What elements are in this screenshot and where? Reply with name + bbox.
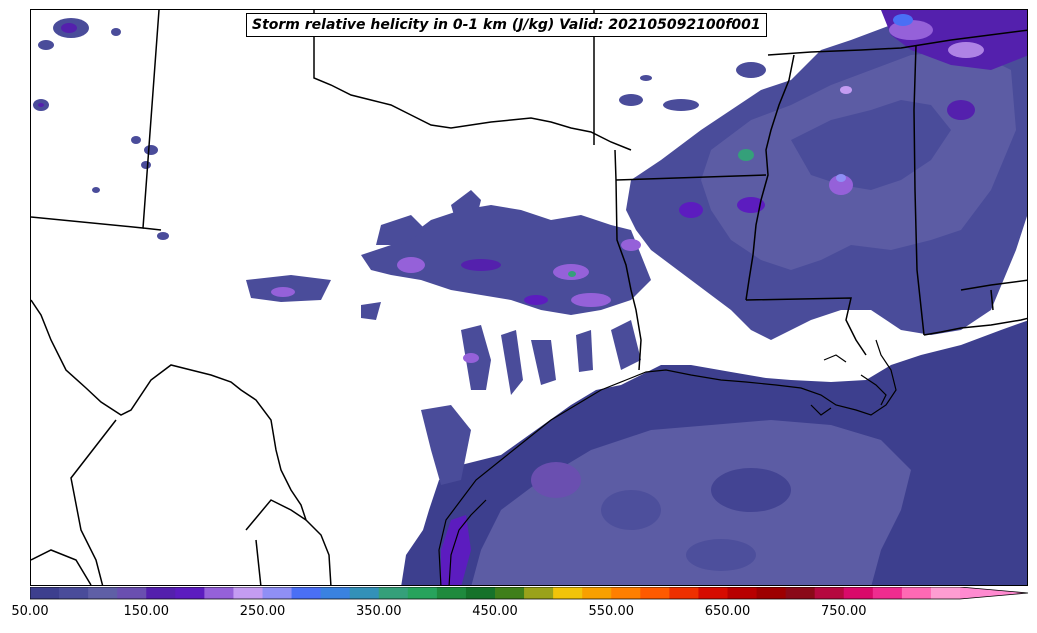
colorbar-swatch: [901, 587, 932, 599]
colorbar-swatch: [640, 587, 670, 599]
gulf-helicity-inner: [471, 420, 911, 585]
colorbar-tick-label: 50.00: [11, 604, 49, 619]
colorbar-swatch: [59, 587, 89, 599]
colorbar-swatch: [378, 587, 409, 599]
colorbar-swatch: [785, 587, 816, 599]
colorbar-tick-label: 350.00: [356, 604, 402, 619]
colorbar-swatch: [436, 587, 467, 599]
colorbar-swatch: [320, 587, 351, 599]
gulf-helicity-core: [441, 515, 471, 585]
colorbar-tick-label: 550.00: [588, 604, 635, 619]
colorbar-swatch: [117, 587, 147, 599]
colorbar-tick-label: 150.00: [123, 604, 170, 619]
political-boundaries: [31, 10, 1027, 585]
gulf-purple-blob: [531, 462, 581, 498]
coastline: [438, 339, 897, 585]
colorbar-swatch: [814, 587, 845, 599]
colorbar-tick-label: 250.00: [239, 604, 286, 619]
colorbar: [30, 587, 1029, 600]
colorbar-swatch: [291, 587, 322, 599]
colorbar-swatch: [349, 587, 380, 599]
colorbar-swatch: [175, 587, 205, 599]
colorbar-swatch: [407, 587, 438, 599]
colorbar-swatch: [262, 587, 293, 599]
colorbar-swatch: [611, 587, 641, 599]
colorbar-extend-arrow: [960, 587, 1028, 599]
colorbar-tick-label: 750.00: [821, 604, 867, 619]
colorbar-swatch: [233, 587, 263, 599]
colorbar-swatch: [553, 587, 583, 599]
colorbar-swatch: [524, 587, 554, 599]
colorbar-swatch: [843, 587, 874, 599]
colorbar-swatch: [669, 587, 699, 599]
colorbar-swatch: [204, 587, 234, 599]
srh-field-map: [31, 10, 1027, 585]
map-panel: [30, 9, 1028, 586]
colorbar-swatch: [727, 587, 758, 599]
colorbar-swatch: [465, 587, 496, 599]
colorbar-swatch: [930, 587, 961, 599]
colorbar-swatch: [756, 587, 787, 599]
colorbar-tick-label: 450.00: [472, 604, 518, 619]
colorbar-swatch: [698, 587, 728, 599]
colorbar-swatch: [30, 587, 60, 599]
colorbar-swatch: [582, 587, 612, 599]
map-title: Storm relative helicity in 0-1 km (J/kg)…: [246, 13, 767, 37]
colorbar-swatch: [88, 587, 118, 599]
colorbar-swatch: [495, 587, 525, 599]
east-texas-band: [361, 205, 651, 315]
colorbar-swatch: [872, 587, 903, 599]
colorbar-swatch: [146, 587, 176, 599]
colorbar-tick-label: 650.00: [704, 604, 751, 619]
